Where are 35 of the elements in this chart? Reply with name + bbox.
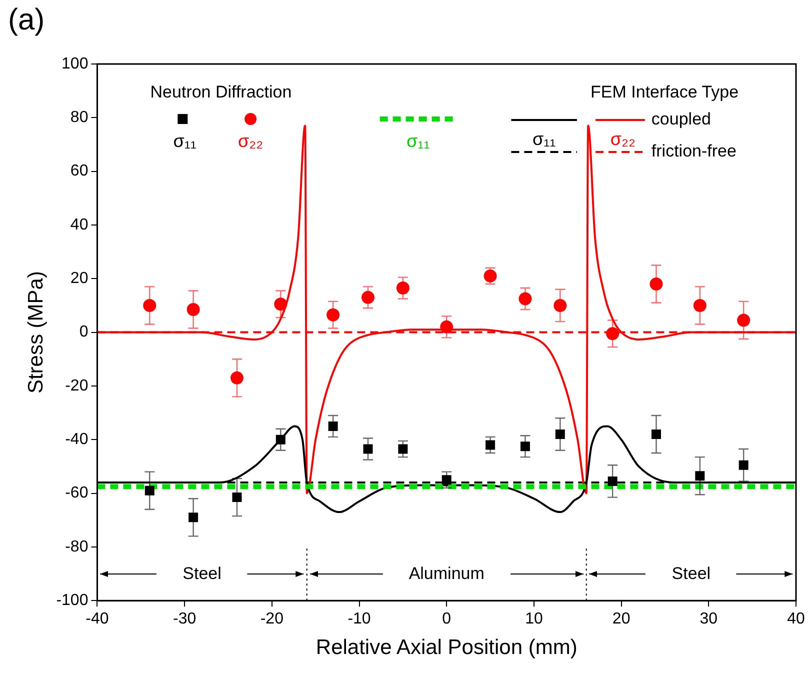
annotation: Steel: [182, 564, 222, 584]
y-tick-label: -20: [65, 377, 88, 394]
y-tick-label: 20: [70, 270, 88, 288]
x-tick-label: -40: [86, 610, 109, 628]
legend-label: σ₁₁: [406, 130, 430, 151]
x-tick-label: 10: [525, 610, 543, 628]
x-tick-label: -10: [348, 610, 371, 628]
x-tick-label: -20: [260, 610, 284, 628]
annotation: FEM Interface Type: [590, 82, 739, 102]
x-tick-label: 40: [787, 610, 805, 628]
y-tick-label: 60: [70, 162, 88, 180]
y-tick-label: 0: [79, 324, 88, 341]
legend-label: σ₁₁: [173, 130, 196, 151]
x-tick-label: -30: [173, 610, 196, 628]
y-tick-label: 40: [70, 216, 88, 234]
x-tick-label: 20: [612, 610, 630, 628]
y-tick-label: -40: [65, 431, 88, 448]
legend-label: σ₂₂: [610, 128, 636, 149]
legend-label: σ₂₂: [238, 130, 264, 151]
annotation: Aluminum: [408, 564, 484, 584]
legend-label: σ₁₁: [532, 128, 556, 149]
x-tick-label: 0: [442, 610, 452, 628]
y-tick-label: -60: [65, 484, 88, 502]
y-axis-title: Stress (MPa): [24, 271, 48, 394]
x-tick-label: 30: [700, 610, 718, 628]
y-tick-label: 100: [62, 55, 88, 72]
text: (a): [8, 3, 45, 36]
annotation: Steel: [672, 564, 711, 584]
y-tick-label: -80: [65, 538, 88, 556]
x-axis-title: Relative Axial Position (mm): [316, 636, 578, 660]
annotation: Neutron Diffraction: [150, 82, 292, 102]
annotation: coupled: [651, 110, 711, 129]
y-tick-label: 80: [70, 109, 88, 126]
y-tick-label: -100: [56, 592, 88, 610]
annotation: friction-free: [651, 142, 736, 161]
